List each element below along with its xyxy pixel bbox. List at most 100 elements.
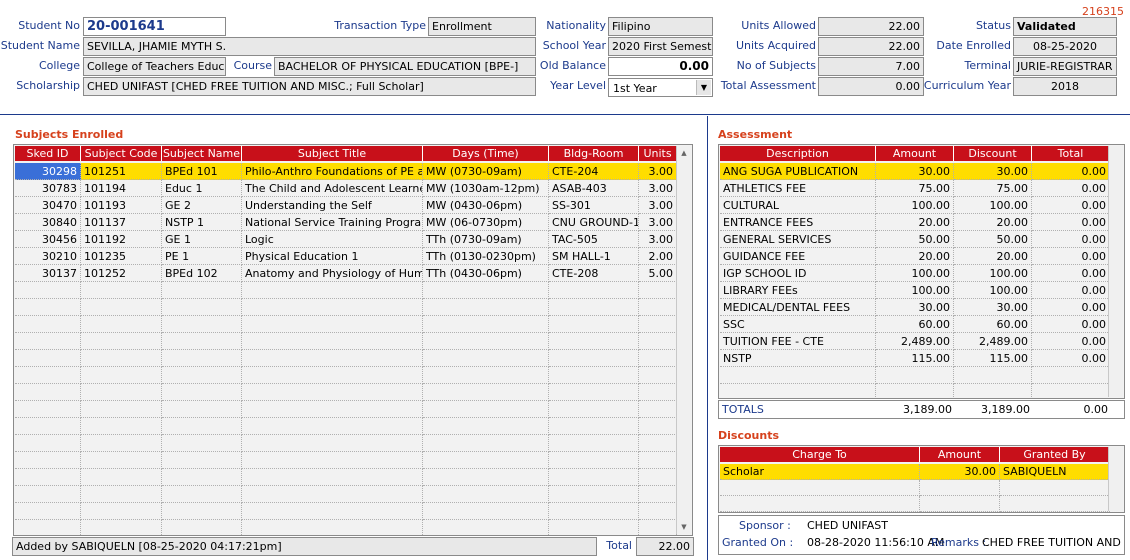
assessment-cell: 75.00 (876, 180, 954, 197)
discounts-scrollbar[interactable] (1108, 447, 1123, 511)
subject-cell: 30456 (15, 231, 81, 248)
subject-cell: MW (06-0730pm) (423, 214, 549, 231)
scroll-up-icon[interactable]: ▲ (681, 149, 687, 157)
subject-cell (242, 299, 423, 316)
subject-cell (162, 367, 242, 384)
terminal-field[interactable]: JURIE-REGISTRAR (1013, 57, 1117, 76)
student-name-field[interactable]: SEVILLA, JHAMIE MYTH S. (83, 37, 536, 56)
subject-cell: CNU GROUND-1 (549, 214, 639, 231)
school-year-label: School Year (542, 39, 606, 52)
discount-header-1[interactable]: Amount (920, 447, 1000, 462)
subject-cell (423, 418, 549, 435)
subject-cell: 101192 (81, 231, 162, 248)
college-field[interactable]: College of Teachers Educatio (83, 57, 226, 76)
discount-cell (1000, 480, 1110, 496)
assessment-cell: 60.00 (954, 316, 1032, 333)
subject-cell: BPEd 102 (162, 265, 242, 282)
assessment-header-3[interactable]: Total (1032, 146, 1110, 161)
scholarship-field[interactable]: CHED UNIFAST [CHED FREE TUITION AND MISC… (83, 77, 536, 96)
scroll-down-icon[interactable]: ▼ (681, 523, 687, 531)
assessment-header-0[interactable]: Description (720, 146, 876, 161)
course-field[interactable]: BACHELOR OF PHYSICAL EDUCATION [BPE-] (274, 57, 536, 76)
subject-cell (423, 503, 549, 520)
assessment-cell: 2,489.00 (876, 333, 954, 350)
assessment-cell: 2,489.00 (954, 333, 1032, 350)
subjects-scrollbar[interactable]: ▲ ▼ (676, 146, 691, 534)
subject-cell (639, 282, 677, 299)
chevron-down-icon[interactable]: ▼ (696, 80, 711, 95)
subject-header-3[interactable]: Subject Title (242, 146, 423, 161)
year-level-select[interactable]: 1st Year ▼ (608, 78, 713, 97)
subject-cell (81, 418, 162, 435)
assessment-scrollbar[interactable] (1108, 146, 1123, 397)
total-assessment-field[interactable]: 0.00 (818, 77, 924, 96)
assessment-title: Assessment (718, 128, 793, 141)
assessment-cell: 0.00 (1032, 265, 1110, 282)
subject-cell (639, 350, 677, 367)
subject-cell (162, 435, 242, 452)
subject-cell (15, 333, 81, 350)
old-balance-field[interactable]: 0.00 (608, 57, 713, 76)
subject-cell: 3.00 (639, 214, 677, 231)
units-acquired-field[interactable]: 22.00 (818, 37, 924, 56)
no-of-subjects-label: No of Subjects (736, 59, 816, 72)
discount-header-0[interactable]: Charge To (720, 447, 920, 462)
subject-cell: MW (1030am-12pm) (423, 180, 549, 197)
subject-cell (549, 503, 639, 520)
subject-cell (423, 367, 549, 384)
sponsor-label: Sponsor : (739, 519, 791, 532)
subject-header-0[interactable]: Sked ID (15, 146, 81, 161)
assessment-cell: IGP SCHOOL ID (720, 265, 876, 282)
subject-cell: SM HALL-1 (549, 248, 639, 265)
subject-cell (242, 282, 423, 299)
subject-cell (81, 503, 162, 520)
assessment-cell: 100.00 (876, 197, 954, 214)
date-enrolled-field[interactable]: 08-25-2020 (1013, 37, 1117, 56)
subject-header-2[interactable]: Subject Name (162, 146, 242, 161)
subject-cell (423, 316, 549, 333)
subject-cell (81, 401, 162, 418)
nationality-label: Nationality (546, 19, 606, 32)
subject-cell: NSTP 1 (162, 214, 242, 231)
student-no-field[interactable]: 20-001641 (83, 17, 226, 36)
units-allowed-field[interactable]: 22.00 (818, 17, 924, 36)
units-allowed-label: Units Allowed (741, 19, 816, 32)
subject-cell: SS-301 (549, 197, 639, 214)
subject-cell: PE 1 (162, 248, 242, 265)
subject-cell (639, 486, 677, 503)
school-year-field[interactable]: 2020 First Semester (608, 37, 713, 56)
subject-cell (15, 435, 81, 452)
status-label: Status (975, 19, 1011, 32)
no-of-subjects-field[interactable]: 7.00 (818, 57, 924, 76)
discount-cell: SABIQUELN (1000, 464, 1110, 480)
subject-header-1[interactable]: Subject Code (81, 146, 162, 161)
subject-cell (15, 469, 81, 486)
subject-cell (549, 418, 639, 435)
subjects-grid[interactable]: Sked ID Subject Code Subject Name Subject T… (13, 144, 693, 536)
assessment-header-2[interactable]: Discount (954, 146, 1032, 161)
added-by-field: Added by SABIQUELN [08-25-2020 04:17:21p… (12, 537, 597, 556)
transaction-type-field[interactable]: Enrollment (428, 17, 536, 36)
status-field[interactable]: Validated (1013, 17, 1117, 36)
curriculum-year-field[interactable]: 2018 (1013, 77, 1117, 96)
assessment-grid[interactable]: Description Amount Discount Total ANG SUGA … (718, 144, 1125, 399)
discount-header-2[interactable]: Granted By (1000, 447, 1110, 462)
nationality-field[interactable]: Filipino (608, 17, 713, 36)
subject-header-5[interactable]: Bldg-Room (549, 146, 639, 161)
subject-cell (81, 282, 162, 299)
subject-cell (81, 299, 162, 316)
subject-cell (242, 469, 423, 486)
subjects-enrolled-title: Subjects Enrolled (15, 128, 124, 141)
subject-header-6[interactable]: Units (639, 146, 677, 161)
subject-cell (81, 486, 162, 503)
panel-divider (707, 116, 708, 560)
assessment-header-1[interactable]: Amount (876, 146, 954, 161)
assessment-cell: 0.00 (1032, 316, 1110, 333)
assessment-cell: 0.00 (1032, 350, 1110, 367)
subject-cell (162, 469, 242, 486)
assessment-cell: 50.00 (876, 231, 954, 248)
subject-cell: National Service Training Program (242, 214, 423, 231)
subject-header-4[interactable]: Days (Time) (423, 146, 549, 161)
subject-cell: 30470 (15, 197, 81, 214)
discounts-grid[interactable]: Charge To Amount Granted By Scholar 30.00 SA… (718, 445, 1125, 513)
